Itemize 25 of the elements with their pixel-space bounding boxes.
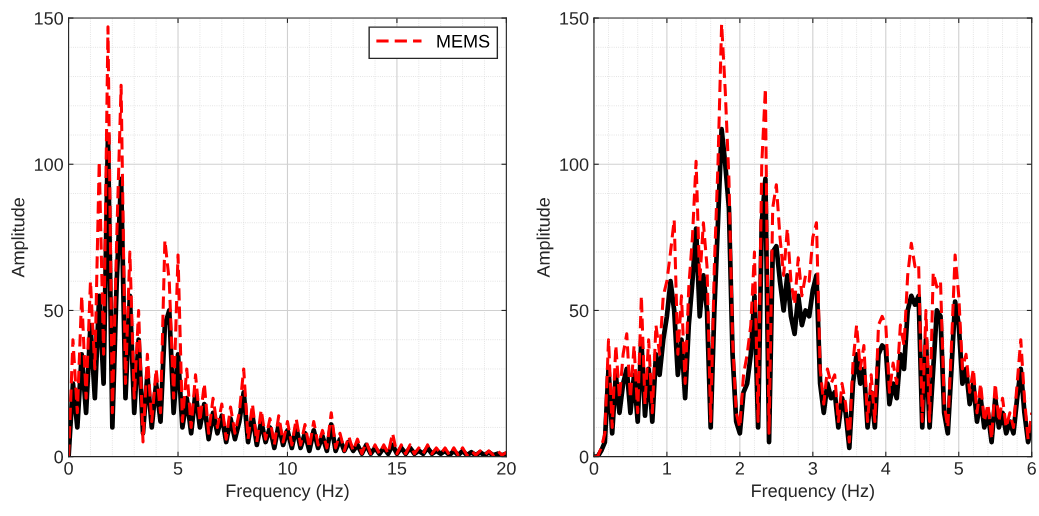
y-axis-title: Amplitude bbox=[11, 198, 29, 278]
y-tick-label: 150 bbox=[560, 11, 589, 25]
x-tick-label: 6 bbox=[1027, 462, 1036, 475]
y-tick-label: 0 bbox=[579, 450, 589, 464]
x-tick-label: 10 bbox=[278, 462, 297, 475]
y-tick-label: 150 bbox=[34, 11, 64, 25]
x-tick-label: 1 bbox=[663, 462, 672, 475]
x-tick-label: 4 bbox=[881, 462, 891, 475]
y-tick-label: 0 bbox=[54, 450, 64, 464]
x-tick-label: 2 bbox=[735, 462, 744, 475]
y-tick-label: 100 bbox=[34, 158, 64, 171]
x-tick-label: 15 bbox=[388, 462, 407, 475]
x-tick-label: 5 bbox=[954, 462, 964, 475]
legend-label: MEMS bbox=[437, 34, 490, 48]
x-tick-label: 0 bbox=[64, 462, 73, 475]
x-tick-label: 3 bbox=[808, 462, 818, 475]
x-tick-label: 0 bbox=[589, 462, 599, 475]
y-tick-label: 50 bbox=[569, 304, 589, 318]
x-axis-title: Frequency (Hz) bbox=[752, 483, 874, 501]
y-tick-label: 100 bbox=[560, 158, 589, 171]
x-tick-label: 20 bbox=[497, 462, 516, 475]
y-tick-label: 50 bbox=[44, 304, 64, 318]
x-axis-title: Frequency (Hz) bbox=[226, 483, 349, 501]
x-tick-label: 5 bbox=[173, 462, 183, 475]
y-axis-title: Amplitude bbox=[536, 198, 554, 278]
